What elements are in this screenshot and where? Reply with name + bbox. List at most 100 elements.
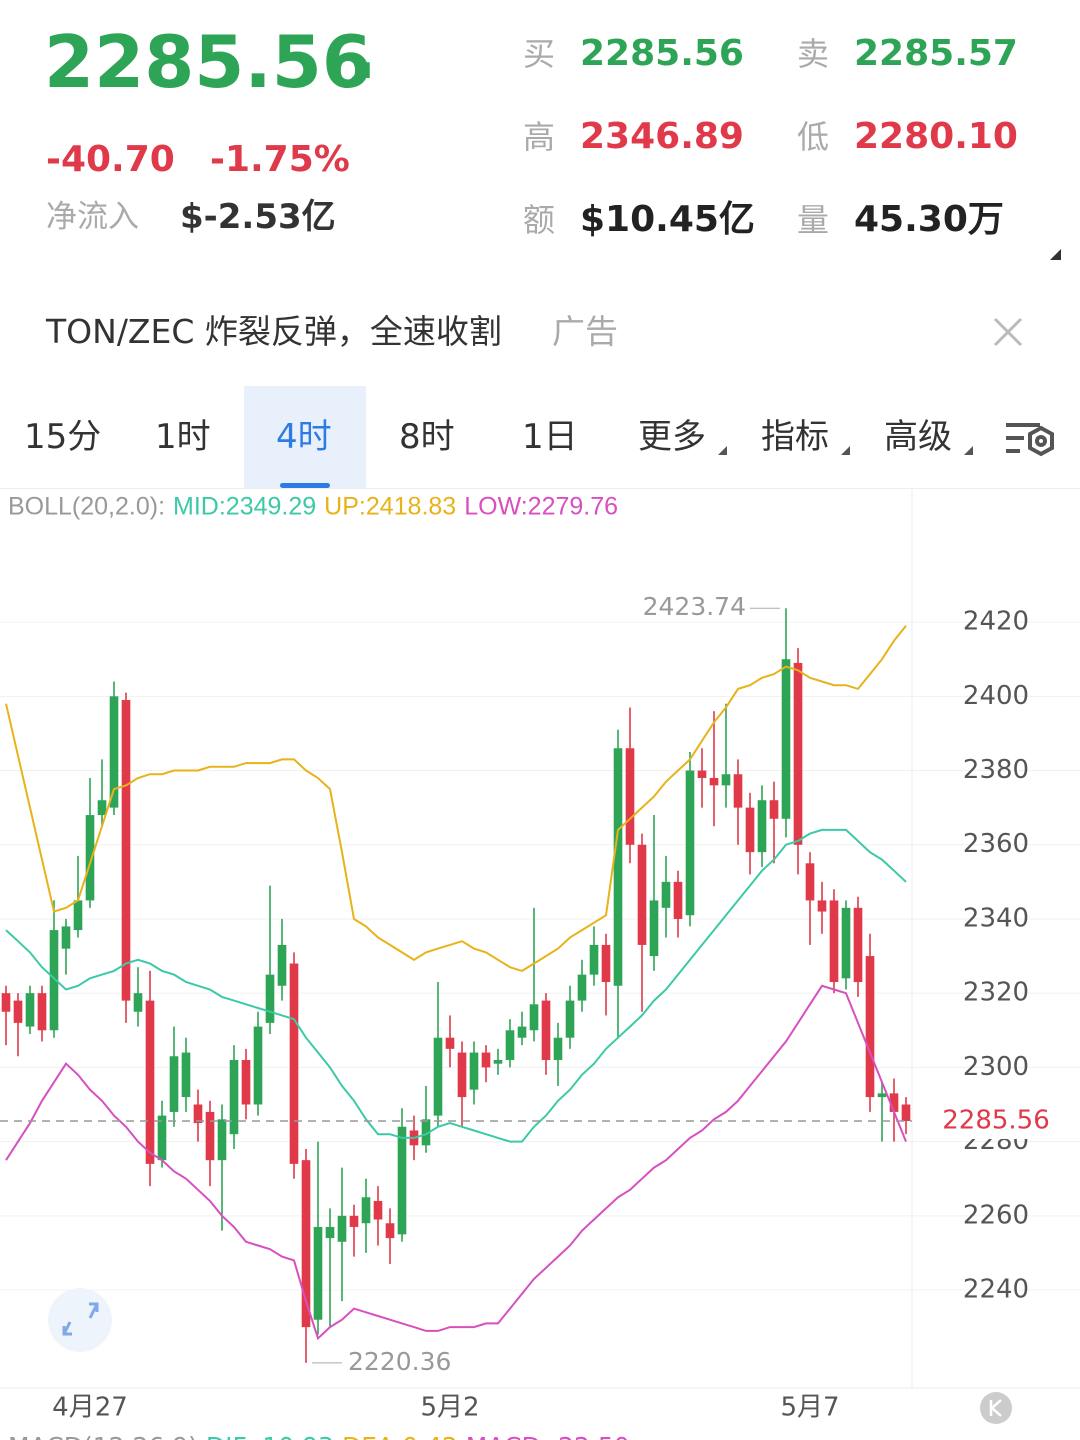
candle-body <box>241 1059 251 1105</box>
candle-body <box>13 1000 23 1023</box>
candle-body <box>877 1093 887 1098</box>
candle-body <box>517 1026 527 1038</box>
candle-body <box>217 1119 227 1161</box>
tab[interactable]: 指标 <box>761 417 829 457</box>
candle-body <box>85 815 95 901</box>
y-tick-label: 2320 <box>963 978 1029 1008</box>
candle-body <box>325 1226 335 1239</box>
legend-entry: BOLL(20,2.0): <box>8 493 165 521</box>
y-tick-label: 2400 <box>963 681 1029 711</box>
candle-body <box>901 1104 911 1121</box>
legend-entry: MID:2349.29 <box>173 493 316 521</box>
candle-body <box>505 1030 515 1060</box>
tab[interactable]: 15分 <box>24 417 102 457</box>
legend-entry: LOW:2279.76 <box>464 493 618 521</box>
candle-body <box>649 900 659 957</box>
x-tick-label: 5月2 <box>420 1393 479 1423</box>
quote-value: 2285.56 <box>580 33 744 74</box>
tab[interactable]: 高级 <box>884 417 952 457</box>
net-inflow-label: 净流入 <box>46 199 139 235</box>
tab[interactable]: 4时 <box>276 417 332 457</box>
candle-body <box>709 777 719 786</box>
candle-body <box>829 900 839 983</box>
candle-body <box>1 993 11 1012</box>
dropdown-mark <box>718 446 727 455</box>
candle-body <box>673 881 683 919</box>
candle-body <box>121 700 131 1001</box>
candle-body <box>61 926 71 949</box>
tab[interactable]: 1时 <box>155 417 211 457</box>
candle-body <box>445 1037 455 1049</box>
icon-arrows <box>62 1302 99 1336</box>
candle-body <box>289 963 299 1164</box>
boll-line <box>5 625 907 972</box>
y-tick-label: 2260 <box>963 1200 1029 1230</box>
kline-toggle-k <box>989 1399 1002 1417</box>
candle-body <box>373 1200 383 1220</box>
banner-text[interactable]: TON/ZEC 炸裂反弹，全速收割 <box>46 312 502 351</box>
candle-body <box>541 1000 551 1060</box>
high-label: 2423.74 <box>643 592 746 621</box>
last-price-box <box>925 1102 1080 1139</box>
tab[interactable]: 1日 <box>522 417 578 457</box>
icon-bg <box>48 1288 112 1352</box>
quote-value: 45.30万 <box>854 199 1004 240</box>
last-price-label: 2285.56 <box>942 1105 1050 1135</box>
legend-entry: UP:2418.83 <box>324 493 456 521</box>
candle-body <box>601 944 611 983</box>
candle-body <box>865 956 875 1098</box>
candle-body <box>205 1111 215 1161</box>
candle-body <box>817 900 827 912</box>
candle-body <box>565 1000 575 1038</box>
candle-body <box>661 881 671 908</box>
divider <box>0 488 1080 489</box>
change-pct: -1.75% <box>210 139 350 180</box>
quote-label: 量 <box>797 201 830 239</box>
candle-body <box>337 1215 347 1242</box>
candle-body <box>193 1104 203 1124</box>
tab[interactable]: 更多 <box>638 417 706 457</box>
candle-body <box>421 1119 431 1146</box>
candle-body <box>769 800 779 819</box>
y-tick-label: 2420 <box>963 607 1029 637</box>
y-tick-label: 2380 <box>963 755 1029 785</box>
candle-body <box>889 1093 899 1112</box>
candle-body <box>277 944 287 986</box>
candle-body <box>697 770 707 778</box>
quote-label: 卖 <box>797 35 830 73</box>
candle-body <box>637 844 647 945</box>
candle-body <box>685 770 695 916</box>
candle-body <box>265 974 275 1023</box>
tab-selected-bg <box>244 386 366 488</box>
x-tick-label: 4月27 <box>52 1393 128 1423</box>
candle-body <box>49 930 59 1031</box>
candle-body <box>469 1052 479 1090</box>
quote-value: 2280.10 <box>854 116 1018 157</box>
candle-body <box>397 1126 407 1235</box>
candle-body <box>145 1000 155 1164</box>
low-label: 2220.36 <box>348 1347 451 1376</box>
candle-body <box>313 1226 323 1320</box>
candle-body <box>457 1052 467 1098</box>
candle-body <box>133 993 143 1012</box>
dropdown-mark <box>964 446 973 455</box>
fullscreen-icon[interactable] <box>48 1288 112 1352</box>
quote-value: 2285.57 <box>854 33 1018 74</box>
candle-body <box>181 1052 191 1098</box>
candle-body <box>841 907 851 979</box>
candle-body <box>361 1197 371 1224</box>
ad-label: 广告 <box>552 312 618 351</box>
boll-line <box>5 828 907 1143</box>
tab-indicator <box>280 483 330 488</box>
candle-body <box>481 1052 491 1068</box>
candle-body <box>781 659 791 819</box>
quote-label: 买 <box>523 35 556 73</box>
boll-line <box>5 984 907 1341</box>
change: -40.70 <box>46 139 175 180</box>
tab[interactable]: 8时 <box>399 417 455 457</box>
candle-body <box>589 944 599 975</box>
candle-body <box>229 1059 239 1135</box>
candle-body <box>733 774 743 808</box>
